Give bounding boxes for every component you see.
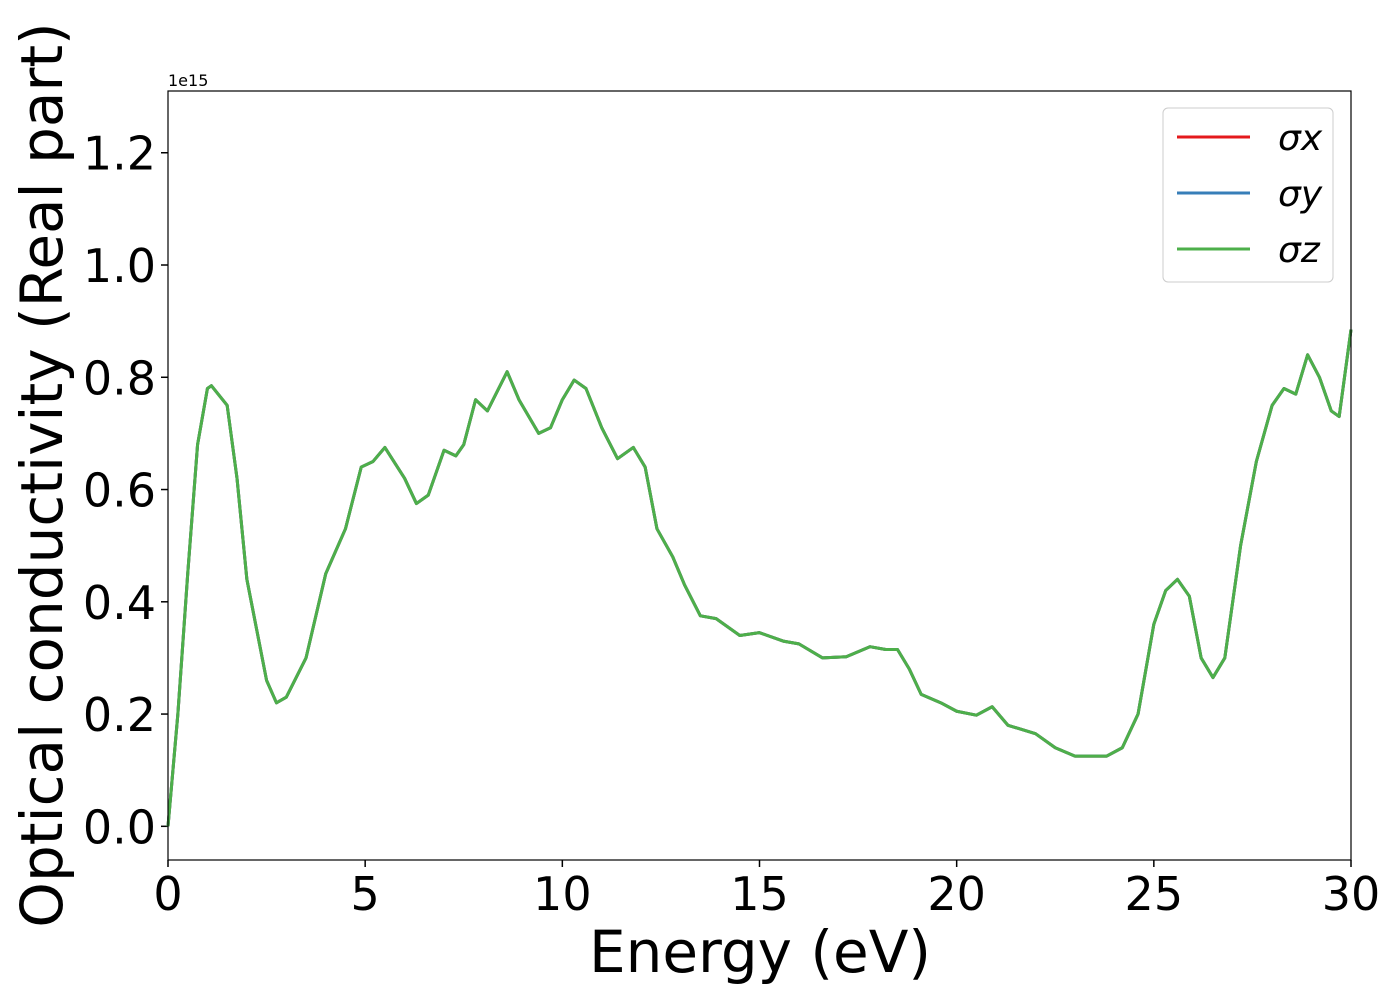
y-tick-label: 1.2 <box>83 127 156 181</box>
y-axis-label: Optical conductivity (Real part) <box>8 22 76 927</box>
y-tick-label: 1.0 <box>83 239 156 293</box>
x-tick-label: 25 <box>1125 867 1184 921</box>
x-tick-label: 10 <box>533 867 592 921</box>
x-tick-label: 0 <box>153 867 182 921</box>
legend-box <box>1162 107 1334 283</box>
x-tick-label: 30 <box>1322 867 1381 921</box>
series-line <box>166 329 1353 827</box>
y-tick-label: 0.4 <box>83 576 156 630</box>
offset-text: 1e15 <box>168 71 208 90</box>
x-tick-label: 5 <box>351 867 380 921</box>
y-tick-label: 0.2 <box>83 688 156 742</box>
legend-label: σz <box>1278 230 1321 271</box>
y-tick-label: 0.8 <box>83 351 156 405</box>
y-tick-label: 0.0 <box>83 800 156 854</box>
legend-label: σy <box>1278 174 1323 215</box>
series-line <box>166 329 1353 827</box>
x-tick-label: 20 <box>927 867 986 921</box>
plot-frame <box>167 90 1352 861</box>
legend-label: σx <box>1278 118 1323 159</box>
x-tick-label: 15 <box>730 867 789 921</box>
y-tick-label: 0.6 <box>83 464 156 518</box>
x-axis-label: Energy (eV) <box>589 918 931 986</box>
series-line <box>166 329 1353 827</box>
